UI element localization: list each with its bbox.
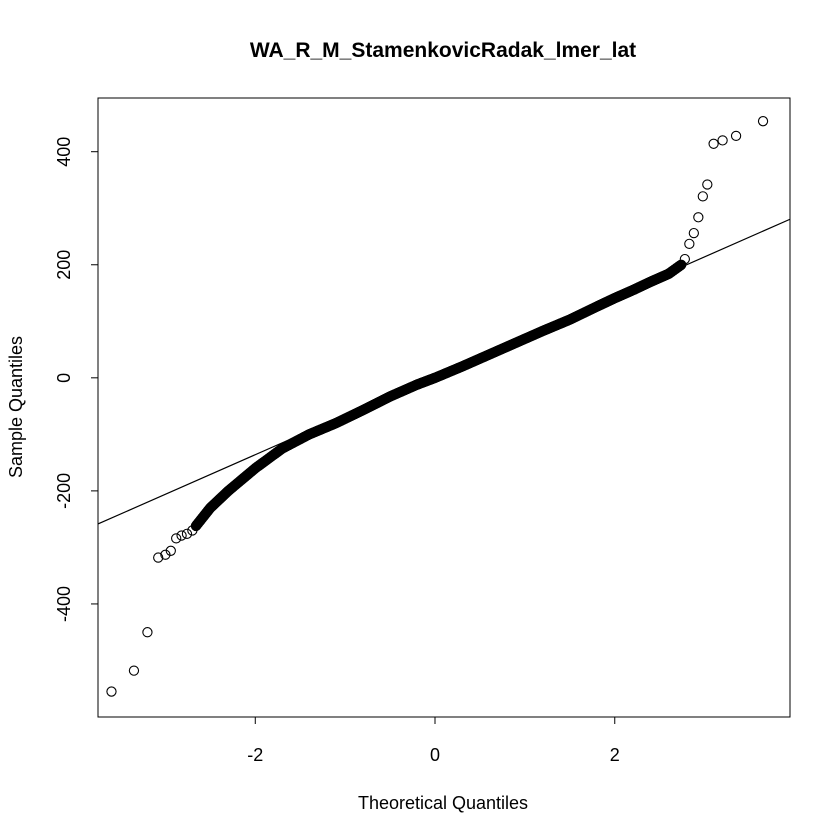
y-axis: -400 -200 0 200 400	[54, 137, 99, 622]
data-point	[142, 627, 153, 638]
x-axis-label: Theoretical Quantiles	[358, 793, 528, 813]
data-point	[187, 525, 198, 536]
data-point	[153, 552, 164, 563]
data-point	[679, 253, 691, 265]
data-point	[165, 545, 176, 556]
y-tick-label: 200	[54, 250, 74, 280]
data-point	[697, 191, 708, 202]
x-tick-label: 2	[610, 745, 620, 765]
data-points	[106, 116, 769, 697]
data-point	[688, 227, 699, 239]
data-point	[176, 530, 187, 541]
y-axis-label: Sample Quantiles	[6, 336, 26, 478]
data-point	[684, 238, 695, 249]
x-tick-label: 0	[430, 745, 440, 765]
data-point	[106, 686, 117, 697]
y-tick-label: -200	[54, 473, 74, 509]
data-point	[693, 212, 704, 223]
data-point	[717, 135, 728, 146]
data-point	[757, 116, 769, 127]
data-point	[702, 179, 713, 190]
data-point	[128, 665, 140, 676]
chart-title: WA_R_M_StamenkovicRadak_lmer_lat	[250, 39, 636, 62]
x-tick-label: -2	[247, 745, 263, 765]
plot-frame	[97, 97, 791, 718]
data-point	[171, 533, 182, 544]
data-point	[730, 130, 742, 142]
x-axis: -2 0 2	[247, 716, 620, 765]
y-tick-label: -400	[54, 586, 74, 622]
data-point	[708, 138, 719, 149]
y-tick-label: 0	[54, 373, 74, 383]
y-tick-label: 400	[54, 137, 74, 167]
data-point	[160, 549, 171, 560]
data-point	[676, 259, 687, 270]
data-point	[181, 528, 193, 539]
